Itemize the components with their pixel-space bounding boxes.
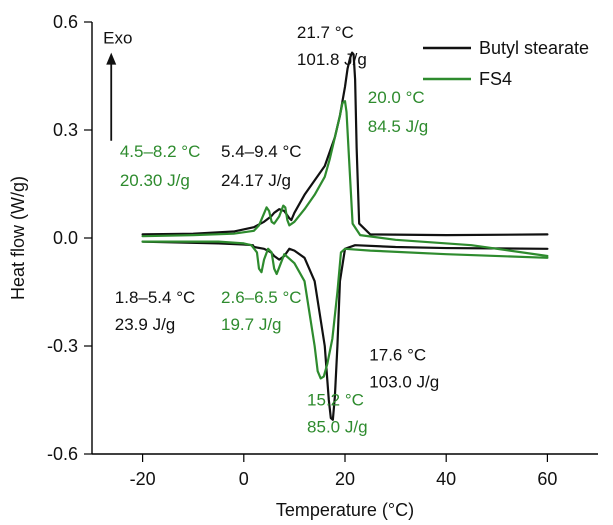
butyl-stearate-curve-1: [141, 51, 549, 237]
y-tick-label: -0.3: [47, 336, 78, 356]
chart-annotation: 21.7 °C: [297, 23, 354, 42]
fs4-curve-1: [141, 100, 549, 258]
chart-annotation: 101.8 J/g: [297, 50, 367, 69]
chart-annotation: 85.0 J/g: [307, 417, 368, 436]
chart-annotation: 4.5–8.2 °C: [120, 142, 201, 161]
chart-annotation: Exo: [103, 29, 132, 48]
chart-annotation: 20.0 °C: [368, 88, 425, 107]
legend-label: Butyl stearate: [479, 38, 589, 58]
x-tick-label: 0: [239, 469, 249, 489]
chart-annotation: 23.9 J/g: [115, 315, 175, 334]
chart-annotation: 84.5 J/g: [368, 117, 429, 136]
annotations-layer: Exo 21.7 °C 101.8 J/g20.0 °C 84.5 J/g 4.5–8.…: [103, 23, 439, 436]
chart-annotation: 15.2 °C: [307, 390, 364, 409]
x-tick-label: -20: [130, 469, 156, 489]
chart-annotation: 103.0 J/g: [369, 372, 439, 391]
x-tick-label: 20: [335, 469, 355, 489]
chart-annotation: 19.7 J/g: [221, 315, 282, 334]
chart-annotation: 17.6 °C: [369, 345, 426, 364]
x-tick-label: 60: [537, 469, 557, 489]
legend-label: FS4: [479, 69, 512, 89]
curves-layer: [141, 51, 549, 421]
y-tick-label: -0.6: [47, 444, 78, 464]
chart-annotation: 2.6–6.5 °C: [221, 288, 302, 307]
chart-annotation: 1.8–5.4 °C: [115, 288, 196, 307]
x-axis-title: Temperature (°C): [276, 500, 414, 520]
axes-layer: 0.6 0.3 0.0 -0.3 -0.6 -20 0 20 40 60 Temperature (…: [8, 12, 598, 520]
legend: Butyl stearate FS4: [423, 38, 589, 89]
butyl-stearate-curve-2: [141, 240, 549, 421]
y-tick-label: 0.6: [53, 12, 78, 32]
y-axis-title: Heat flow (W/g): [8, 176, 28, 300]
chart-annotation: 20.30 J/g: [120, 171, 190, 190]
y-tick-label: 0.3: [53, 120, 78, 140]
chart-annotation: 24.17 J/g: [221, 171, 291, 190]
exo-arrow-head: [106, 52, 117, 65]
fs4-curve-2: [141, 240, 549, 380]
chart-annotation: 5.4–9.4 °C: [221, 142, 302, 161]
x-tick-label: 40: [436, 469, 456, 489]
y-tick-label: 0.0: [53, 228, 78, 248]
